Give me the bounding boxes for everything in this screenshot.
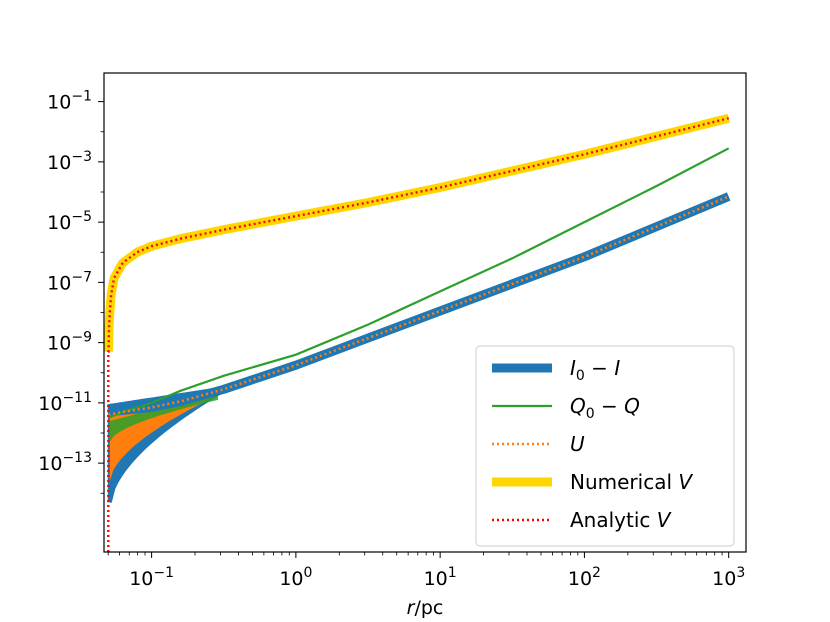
y-tick-label: 10−11 bbox=[38, 390, 92, 415]
series-analytic-v-line bbox=[107, 117, 729, 552]
series-q0-minus-q-band bbox=[109, 392, 218, 442]
y-tick-label: 10−7 bbox=[47, 269, 92, 294]
legend-label: Q0 − Q bbox=[570, 394, 640, 422]
y-tick-label: 10−1 bbox=[47, 89, 92, 114]
x-tick-label: 102 bbox=[568, 565, 601, 590]
y-tick-label: 10−3 bbox=[47, 149, 92, 174]
legend-label: I0 − I bbox=[570, 356, 620, 384]
y-tick-label: 10−9 bbox=[47, 330, 92, 355]
y-tick-label: 10−5 bbox=[47, 209, 92, 234]
x-tick-label: 101 bbox=[424, 565, 457, 590]
legend-label: Analytic V bbox=[570, 508, 672, 532]
legend-label: Numerical V bbox=[570, 470, 693, 494]
x-axis-title: r/pc bbox=[407, 597, 444, 619]
legend-box bbox=[475, 345, 735, 547]
legend: I0 − I Q0 − Q U Numerical V Analytic V bbox=[475, 345, 735, 547]
legend-label: U bbox=[570, 432, 585, 456]
series-u-line bbox=[108, 195, 730, 417]
y-tick-label: 10−13 bbox=[38, 450, 92, 475]
tick-layer: 10−1 100 101 102 103 10−1 10−3 10−5 10−7 10−9 10−1… bbox=[38, 89, 745, 590]
plot-area bbox=[104, 113, 731, 552]
x-tick-label: 103 bbox=[712, 565, 745, 590]
series-q0-minus-q-line bbox=[107, 147, 730, 419]
x-tick-label: 10−1 bbox=[129, 565, 174, 590]
x-tick-label: 100 bbox=[279, 565, 312, 590]
